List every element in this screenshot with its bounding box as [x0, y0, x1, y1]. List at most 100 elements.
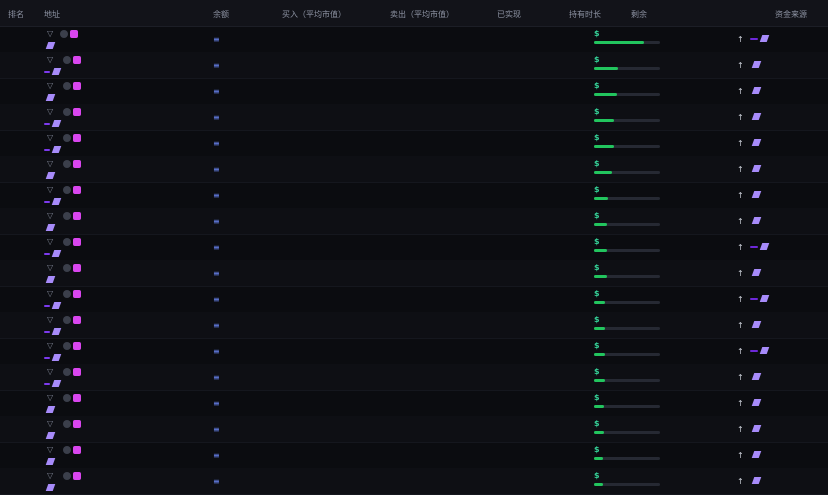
- filter-icon[interactable]: ▽: [47, 107, 54, 116]
- wallet-tag[interactable]: [44, 122, 50, 125]
- edit-icon[interactable]: [51, 328, 62, 335]
- funding-source[interactable]: [664, 419, 732, 420]
- filter-icon[interactable]: ▽: [47, 29, 54, 38]
- edit-icon[interactable]: [51, 354, 62, 361]
- table-row[interactable]: ▽↑: [0, 130, 828, 157]
- filter-icon[interactable]: ▽: [47, 445, 54, 454]
- wallet-name[interactable]: [58, 237, 81, 247]
- funding-source[interactable]: [664, 55, 732, 56]
- edit-icon[interactable]: [51, 380, 62, 387]
- wallet-name[interactable]: [58, 185, 81, 195]
- source-tag[interactable]: [750, 245, 758, 248]
- filter-icon[interactable]: ▽: [47, 133, 54, 142]
- funding-source[interactable]: [664, 445, 732, 446]
- edit-icon[interactable]: [45, 458, 56, 465]
- edit-icon[interactable]: [751, 321, 762, 328]
- source-tag[interactable]: [750, 349, 758, 352]
- tag-icon[interactable]: [73, 107, 81, 116]
- edit-icon[interactable]: [45, 276, 56, 283]
- wallet-name[interactable]: [58, 419, 81, 429]
- header-sell[interactable]: 卖出（平均市值）: [390, 10, 454, 19]
- wallet-name[interactable]: [58, 133, 81, 143]
- table-row[interactable]: ▽↑: [0, 182, 828, 209]
- wallet-tag[interactable]: [44, 382, 50, 385]
- funding-source[interactable]: [664, 471, 732, 472]
- arrow-up-icon[interactable]: ↑: [737, 165, 744, 174]
- arrow-up-icon[interactable]: ↑: [737, 87, 744, 96]
- funding-source[interactable]: [664, 211, 732, 212]
- edit-icon[interactable]: [751, 113, 762, 120]
- table-row[interactable]: ▽↑: [0, 52, 828, 79]
- filter-icon[interactable]: ▽: [47, 81, 54, 90]
- edit-icon[interactable]: [45, 432, 56, 439]
- header-remaining[interactable]: 剩余: [631, 10, 647, 19]
- wallet-tag[interactable]: [44, 252, 50, 255]
- filter-icon[interactable]: ▽: [47, 211, 54, 220]
- arrow-up-icon[interactable]: ↑: [737, 243, 744, 252]
- funding-source[interactable]: [664, 367, 732, 368]
- filter-icon[interactable]: ▽: [47, 367, 54, 376]
- funding-source[interactable]: [664, 237, 732, 238]
- wallet-tag[interactable]: [44, 70, 50, 73]
- wallet-name[interactable]: [58, 81, 81, 91]
- arrow-up-icon[interactable]: ↑: [737, 321, 744, 330]
- edit-icon[interactable]: [759, 295, 770, 302]
- table-row[interactable]: ▽↑: [0, 468, 828, 495]
- table-row[interactable]: ▽↑: [0, 416, 828, 443]
- wallet-tag[interactable]: [44, 200, 50, 203]
- edit-icon[interactable]: [51, 198, 62, 205]
- edit-icon[interactable]: [759, 347, 770, 354]
- table-row[interactable]: ▽↑: [0, 78, 828, 105]
- edit-icon[interactable]: [45, 406, 56, 413]
- funding-source[interactable]: [664, 29, 732, 30]
- arrow-up-icon[interactable]: ↑: [737, 139, 744, 148]
- wallet-name[interactable]: [58, 471, 81, 481]
- edit-icon[interactable]: [51, 302, 62, 309]
- funding-source[interactable]: [664, 289, 732, 290]
- filter-icon[interactable]: ▽: [47, 237, 54, 246]
- edit-icon[interactable]: [51, 250, 62, 257]
- filter-icon[interactable]: ▽: [47, 55, 54, 64]
- wallet-tag[interactable]: [44, 330, 50, 333]
- tag-icon[interactable]: [73, 367, 81, 376]
- tag-icon[interactable]: [70, 29, 78, 38]
- tag-icon[interactable]: [73, 263, 81, 272]
- tag-icon[interactable]: [73, 341, 81, 350]
- edit-icon[interactable]: [751, 373, 762, 380]
- tag-icon[interactable]: [73, 237, 81, 246]
- wallet-name[interactable]: [58, 341, 81, 351]
- funding-source[interactable]: [664, 315, 732, 316]
- table-row[interactable]: ▽↑: [0, 234, 828, 261]
- wallet-name[interactable]: [58, 445, 81, 455]
- filter-icon[interactable]: ▽: [47, 159, 54, 168]
- tag-icon[interactable]: [73, 289, 81, 298]
- header-balance[interactable]: 余额: [213, 10, 229, 19]
- arrow-up-icon[interactable]: ↑: [737, 477, 744, 486]
- table-row[interactable]: ▽↑: [0, 104, 828, 131]
- arrow-up-icon[interactable]: ↑: [737, 373, 744, 382]
- tag-icon[interactable]: [73, 159, 81, 168]
- filter-icon[interactable]: ▽: [47, 289, 54, 298]
- filter-icon[interactable]: ▽: [47, 263, 54, 272]
- tag-icon[interactable]: [73, 419, 81, 428]
- edit-icon[interactable]: [45, 94, 56, 101]
- edit-icon[interactable]: [751, 61, 762, 68]
- edit-icon[interactable]: [45, 172, 56, 179]
- edit-icon[interactable]: [51, 120, 62, 127]
- wallet-name[interactable]: [58, 107, 81, 117]
- edit-icon[interactable]: [759, 35, 770, 42]
- table-row[interactable]: ▽↑: [0, 312, 828, 339]
- arrow-up-icon[interactable]: ↑: [737, 399, 744, 408]
- arrow-up-icon[interactable]: ↑: [737, 113, 744, 122]
- wallet-name[interactable]: [58, 55, 81, 65]
- edit-icon[interactable]: [51, 68, 62, 75]
- edit-icon[interactable]: [751, 139, 762, 146]
- wallet-name[interactable]: [58, 367, 81, 377]
- edit-icon[interactable]: [51, 146, 62, 153]
- source-tag[interactable]: [750, 297, 758, 300]
- funding-source[interactable]: [664, 159, 732, 160]
- table-row[interactable]: ▽↑: [0, 338, 828, 365]
- table-row[interactable]: ▽↑: [0, 364, 828, 391]
- wallet-name[interactable]: [58, 315, 81, 325]
- table-row[interactable]: ▽↑: [0, 390, 828, 417]
